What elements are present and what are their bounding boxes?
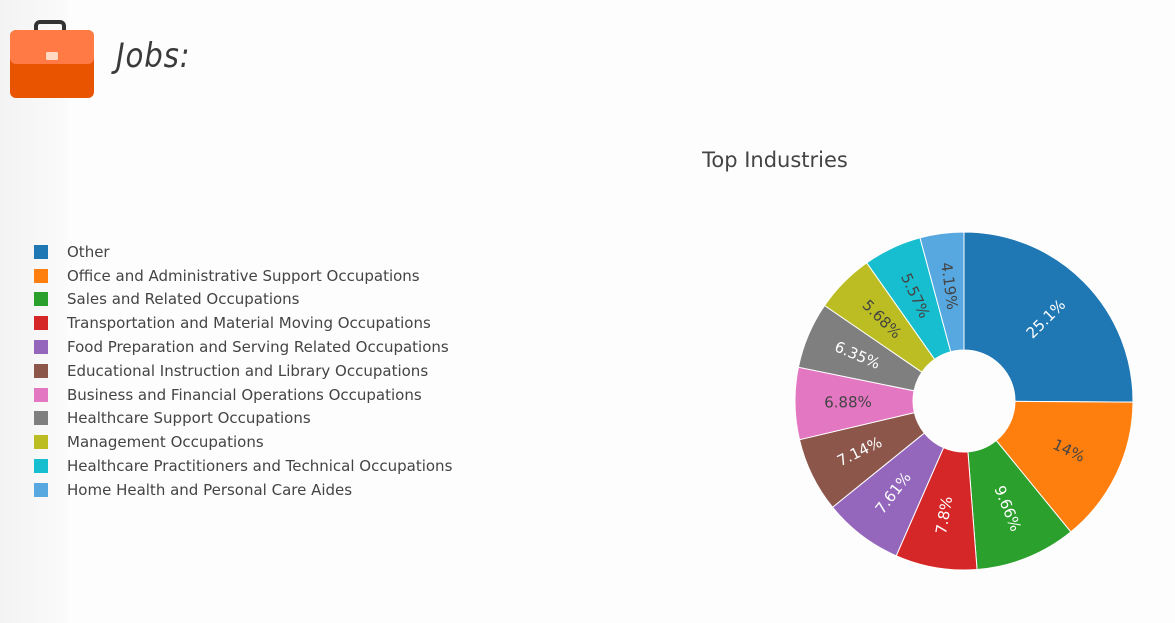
legend-label: Management Occupations	[67, 433, 264, 452]
legend-swatch	[34, 387, 48, 402]
legend-label: Food Preparation and Serving Related Occ…	[67, 338, 449, 357]
legend-item[interactable]: Transportation and Material Moving Occup…	[34, 311, 452, 335]
legend-item[interactable]: Office and Administrative Support Occupa…	[34, 264, 452, 288]
legend-swatch	[34, 244, 48, 259]
legend-swatch	[34, 435, 48, 450]
legend-label: Healthcare Practitioners and Technical O…	[67, 457, 453, 476]
page-side-shade	[0, 0, 68, 623]
pie-slice[interactable]	[919, 231, 965, 353]
legend-label: Sales and Related Occupations	[67, 290, 300, 309]
legend-swatch	[34, 363, 48, 378]
legend-item[interactable]: Business and Financial Operations Occupa…	[34, 383, 452, 407]
briefcase-icon	[10, 20, 94, 98]
legend-item[interactable]: Healthcare Practitioners and Technical O…	[34, 454, 452, 478]
legend-label: Business and Financial Operations Occupa…	[67, 385, 422, 404]
legend-swatch	[34, 459, 48, 474]
legend-item[interactable]: Other	[34, 240, 452, 264]
legend-item[interactable]: Home Health and Personal Care Aides	[34, 478, 452, 502]
legend-swatch	[34, 340, 48, 355]
legend-item[interactable]: Management Occupations	[34, 430, 452, 454]
legend-label: Other	[67, 242, 110, 261]
legend-item[interactable]: Food Preparation and Serving Related Occ…	[34, 335, 452, 359]
legend-label: Healthcare Support Occupations	[67, 409, 311, 428]
legend-item[interactable]: Educational Instruction and Library Occu…	[34, 359, 452, 383]
legend-swatch	[34, 482, 48, 497]
page-header: Jobs:	[0, 0, 400, 110]
legend-item[interactable]: Sales and Related Occupations	[34, 288, 452, 312]
slice-percent-label: 6.88%	[824, 393, 872, 412]
legend-item[interactable]: Healthcare Support Occupations	[34, 407, 452, 431]
chart-title: Top Industries	[702, 148, 848, 172]
chart-legend: Other Office and Administrative Support O…	[34, 240, 452, 502]
legend-label: Office and Administrative Support Occupa…	[67, 266, 420, 285]
pie-slice[interactable]	[963, 231, 1134, 403]
legend-label: Home Health and Personal Care Aides	[67, 480, 353, 499]
legend-label: Educational Instruction and Library Occu…	[67, 361, 429, 380]
legend-swatch	[34, 411, 48, 426]
pie-slice[interactable]	[995, 400, 1134, 533]
legend-label: Transportation and Material Moving Occup…	[67, 314, 431, 333]
legend-swatch	[34, 268, 48, 283]
legend-swatch	[34, 292, 48, 307]
page-title: Jobs:	[116, 36, 191, 76]
legend-swatch	[34, 316, 48, 331]
